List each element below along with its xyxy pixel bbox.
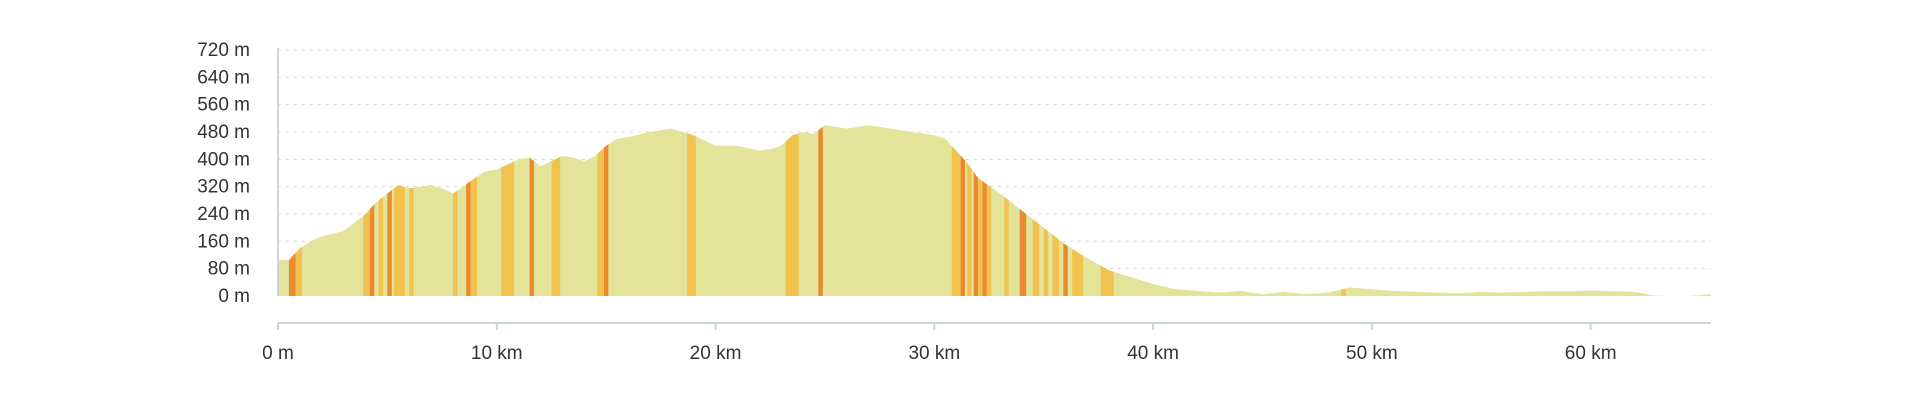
segment-steep-9 (466, 125, 471, 296)
segment-moderate-26 (1004, 125, 1009, 296)
segment-moderate-1 (295, 125, 303, 296)
segment-moderate-2 (363, 125, 370, 296)
y-tick-label-5: 400 m (197, 149, 250, 170)
gridlines (278, 49, 1711, 270)
segment-steep-27 (1019, 125, 1027, 296)
x-tick-label-1: 10 km (471, 343, 523, 364)
segment-moderate-33 (1100, 125, 1114, 296)
segment-steep-20 (960, 125, 965, 296)
y-tick-label-0: 0 m (218, 286, 250, 307)
y-tick-label-3: 240 m (197, 204, 250, 225)
segment-steep-5 (387, 125, 392, 296)
segment-steep-0 (288, 125, 296, 296)
segment-moderate-29 (1043, 125, 1049, 296)
segment-moderate-13 (551, 125, 561, 296)
segment-moderate-28 (1032, 125, 1040, 296)
segment-moderate-21 (967, 125, 972, 296)
segment-steep-18 (818, 125, 823, 296)
segment-steep-12 (529, 125, 534, 296)
segment-moderate-14 (597, 125, 604, 296)
segment-steep-31 (1063, 125, 1068, 296)
segment-moderate-8 (453, 125, 458, 296)
x-tick-label-5: 50 km (1346, 343, 1398, 364)
y-axis-ticks: 0 m 80 m 160 m 240 m 320 m 400 m 480 m 560 m 640… (197, 40, 250, 307)
x-axis-ticks: 0 m 10 km 20 km 30 km 40 km 50 km 60 km (262, 323, 1617, 364)
segment-moderate-4 (378, 125, 384, 296)
segment-moderate-6 (393, 125, 405, 296)
y-tick-label-8: 640 m (197, 67, 250, 88)
segment-moderate-7 (409, 125, 414, 296)
segment-moderate-23 (978, 125, 983, 296)
segment-moderate-19 (951, 125, 961, 296)
segment-moderate-11 (501, 125, 515, 296)
x-tick-label-4: 40 km (1127, 343, 1179, 364)
segment-moderate-17 (785, 125, 799, 296)
segment-moderate-16 (687, 125, 696, 296)
segment-moderate-34 (1341, 125, 1346, 296)
segment-moderate-25 (986, 125, 992, 296)
x-tick-label-0: 0 m (262, 343, 294, 364)
y-tick-label-7: 560 m (197, 95, 250, 116)
segment-moderate-32 (1072, 125, 1084, 296)
segment-moderate-10 (470, 125, 478, 296)
segment-steep-3 (369, 125, 375, 296)
x-tick-label-2: 20 km (690, 343, 742, 364)
elevation-area (278, 125, 1711, 296)
y-tick-label-6: 480 m (197, 122, 250, 143)
y-tick-label-1: 80 m (208, 259, 250, 280)
segment-steep-24 (982, 125, 987, 296)
segment-steep-15 (603, 125, 609, 296)
y-tick-label-9: 720 m (197, 40, 250, 61)
segment-steep-22 (973, 125, 979, 296)
segment-moderate-30 (1052, 125, 1060, 296)
y-tick-label-4: 320 m (197, 177, 250, 198)
x-tick-label-3: 30 km (908, 343, 960, 364)
y-tick-label-2: 160 m (197, 231, 250, 252)
x-tick-label-6: 60 km (1565, 343, 1617, 364)
